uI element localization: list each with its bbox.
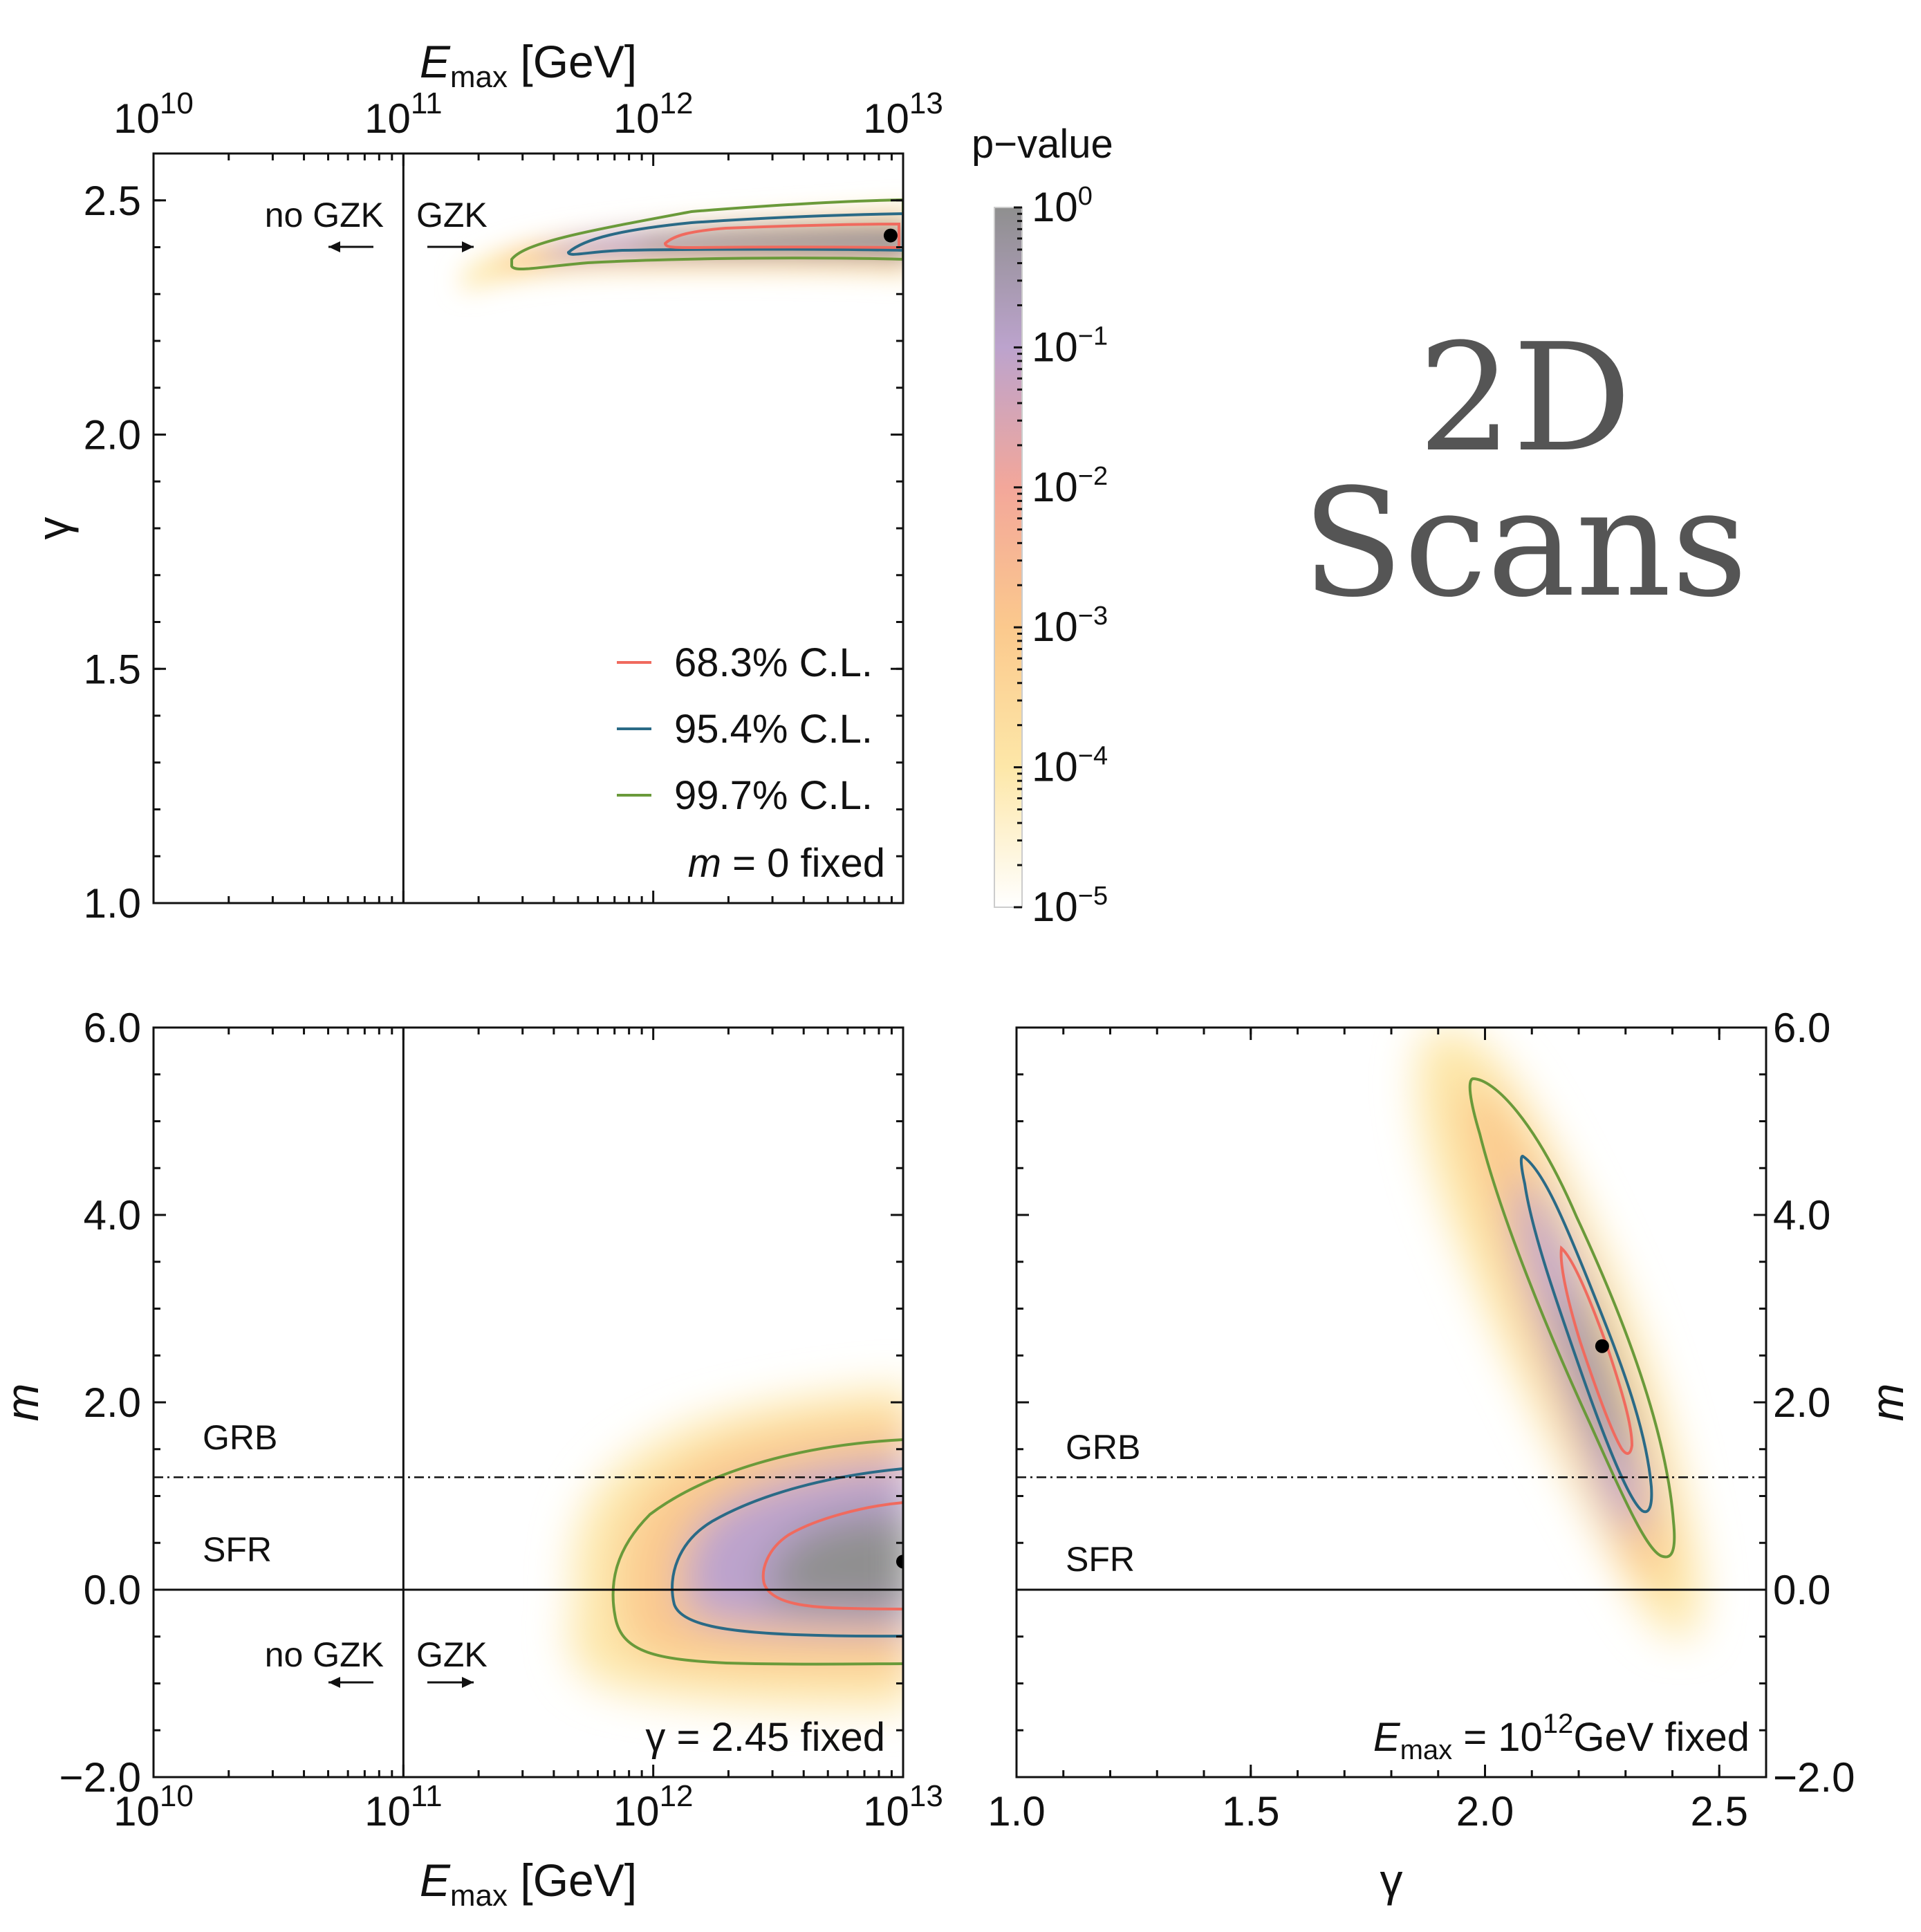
contour-99-7-bottom-right — [1468, 1077, 1676, 1559]
x-tick-label: 1010 — [113, 1779, 194, 1835]
left-arrow-icon — [328, 241, 373, 252]
legend: 68.3% C.L. 95.4% C.L. 99.7% C.L. — [617, 640, 873, 818]
y-tick-label: 1.5 — [84, 646, 141, 692]
no-gzk-label: no GZK — [265, 196, 384, 234]
colorbar-tick-label: 10−4 — [1032, 742, 1108, 790]
colorbar: p−value 100 10−1 10−2 10−3 10−4 10−5 — [972, 122, 1113, 930]
legend-label-99-7: 99.7% C.L. — [674, 773, 873, 818]
sfr-label-bottom-right: SFR — [1066, 1540, 1135, 1579]
colorbar-ticks: 100 10−1 10−2 10−3 10−4 10−5 — [1014, 182, 1108, 930]
x-tick-label: 2.0 — [1456, 1788, 1514, 1835]
y-tick-label: 0.0 — [84, 1567, 141, 1613]
x-tick-label-top: 1010 — [113, 86, 194, 142]
y-tick-label: 2.5 — [84, 178, 141, 224]
y-tick-label: 4.0 — [1773, 1192, 1830, 1238]
best-fit-point-bottom-right — [1595, 1339, 1609, 1353]
colorbar-tick-label: 10−2 — [1032, 462, 1108, 510]
left-arrow-icon — [328, 1677, 373, 1688]
panel-annotation-bottom-left: γ = 2.45 fixed — [645, 1715, 885, 1760]
panel-annotation-bottom-right: Emax = 1012GeV fixed — [1373, 1709, 1750, 1765]
panel-annotation-top-left: m = 0 fixed — [688, 841, 885, 886]
panel-bottom-left: 1010 1011 1012 1013 −2.0 0.0 2.0 4.0 6.0 Emax [Ge… — [0, 1005, 943, 1913]
legend-label-68-3: 68.3% C.L. — [674, 640, 873, 685]
x-tick-label: 2.5 — [1691, 1788, 1748, 1835]
x-tick-label-top: 1011 — [364, 86, 442, 142]
x-tick-label: 1011 — [364, 1779, 442, 1835]
colorbar-tick-label: 10−1 — [1032, 322, 1108, 370]
contour-68-3-bottom-right — [1559, 1245, 1634, 1455]
grb-label-bottom-left: GRB — [203, 1418, 277, 1457]
grb-label-bottom-right: GRB — [1066, 1428, 1140, 1467]
best-fit-point-bottom-left — [896, 1554, 903, 1569]
gzk-label: GZK — [416, 196, 488, 234]
sfr-label-bottom-left: SFR — [203, 1530, 272, 1569]
x-axis-label: Emax [GeV] — [420, 1855, 637, 1913]
contour-95-4-top-left — [566, 212, 903, 256]
y-axis-label: m — [1862, 1384, 1913, 1422]
y-tick-label: 4.0 — [84, 1192, 141, 1238]
contour-95-4-bottom-right — [1519, 1154, 1653, 1514]
right-arrow-icon — [427, 1677, 474, 1688]
y-axis-label: γ — [28, 517, 79, 540]
contour-68-3-bottom-left — [761, 1501, 903, 1610]
gzk-label-bottom: GZK — [416, 1635, 488, 1674]
x-axis-label: γ — [1380, 1855, 1403, 1906]
x-tick-label: 1.5 — [1222, 1788, 1279, 1835]
x-tick-label: 1.0 — [987, 1788, 1045, 1835]
colorbar-tick-label: 10−5 — [1032, 882, 1108, 930]
y-tick-label: 2.0 — [1773, 1380, 1830, 1426]
contour-68-3-top-left — [663, 222, 900, 250]
best-fit-point-top-left — [883, 228, 898, 243]
contour-99-7-top-left — [510, 198, 903, 270]
x-tick-label: 1012 — [613, 1779, 694, 1835]
y-axis-label: m — [0, 1384, 48, 1422]
y-tick-label: 6.0 — [84, 1005, 141, 1051]
x-tick-label: 1013 — [863, 1779, 943, 1835]
axes-bottom-right: 1.0 1.5 2.0 2.5 −2.0 0.0 2.0 4.0 6.0 γ m — [987, 1005, 1913, 1906]
heatmap-bottom-left — [154, 1028, 903, 1777]
figure-title-line-2: Scans — [1302, 456, 1748, 630]
colorbar-tick-label: 100 — [1032, 182, 1093, 230]
right-arrow-icon — [427, 241, 474, 252]
axes-top-left: 1010 1011 1012 1013 1.0 1.5 2.0 2.5 Emax [GeV] γ — [28, 36, 943, 927]
x-axis-label-top: Emax [GeV] — [420, 36, 637, 94]
figure-title-line-1: 2D — [1418, 311, 1631, 485]
contour-99-7-bottom-left — [611, 1438, 903, 1666]
colorbar-tick-label: 10−3 — [1032, 602, 1108, 650]
legend-label-95-4: 95.4% C.L. — [674, 707, 873, 752]
colorbar-gradient — [994, 207, 1023, 908]
y-tick-label: 2.0 — [84, 1380, 141, 1426]
no-gzk-label-bottom: no GZK — [265, 1635, 384, 1674]
axes-bottom-left: 1010 1011 1012 1013 −2.0 0.0 2.0 4.0 6.0 Emax [Ge… — [0, 1005, 943, 1913]
panel-bottom-right: 1.0 1.5 2.0 2.5 −2.0 0.0 2.0 4.0 6.0 γ m GRB SFR E… — [987, 1005, 1913, 1906]
y-tick-label: −2.0 — [1773, 1754, 1855, 1801]
y-tick-label: 2.0 — [84, 412, 141, 458]
x-tick-label-top: 1013 — [863, 86, 943, 142]
y-tick-label: 6.0 — [1773, 1005, 1830, 1051]
heatmap-bottom-right — [1017, 1029, 1766, 1640]
heatmap-top-left — [402, 154, 903, 903]
y-tick-label: −2.0 — [59, 1754, 141, 1801]
y-tick-label: 1.0 — [84, 880, 141, 927]
x-tick-label-top: 1012 — [613, 86, 694, 142]
y-tick-label: 0.0 — [1773, 1567, 1830, 1613]
colorbar-title: p−value — [972, 122, 1113, 167]
contour-95-4-bottom-left — [671, 1467, 903, 1638]
